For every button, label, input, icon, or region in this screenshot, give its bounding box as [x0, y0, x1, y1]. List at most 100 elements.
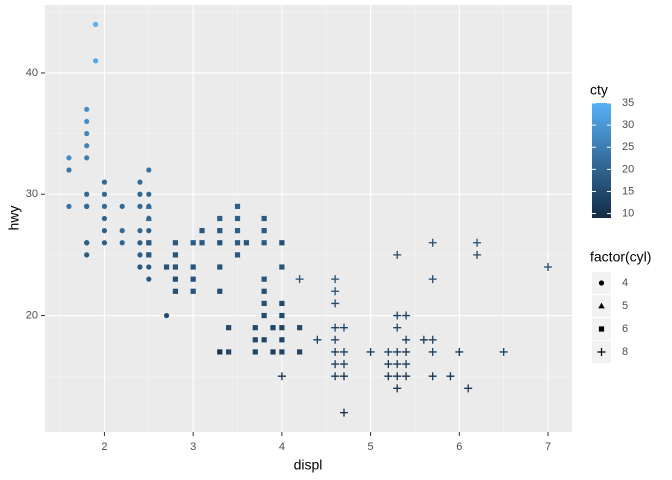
point	[234, 252, 241, 258]
point	[261, 288, 267, 294]
point	[393, 360, 402, 369]
point	[384, 372, 393, 381]
panel	[45, 5, 572, 432]
point	[172, 264, 179, 270]
point	[234, 215, 241, 222]
point	[393, 323, 402, 332]
point	[92, 21, 99, 28]
point	[101, 179, 108, 185]
point	[339, 347, 348, 356]
point	[428, 372, 437, 381]
x-tick-label: 2	[101, 441, 107, 453]
y-tick-label: 20	[26, 309, 38, 321]
point	[226, 325, 232, 331]
point	[261, 300, 267, 307]
point	[393, 384, 402, 393]
point	[261, 312, 267, 319]
point	[119, 240, 125, 246]
x-tick-label: 6	[456, 441, 462, 453]
point	[393, 250, 402, 259]
point	[172, 288, 179, 294]
legend-symbol	[598, 326, 605, 332]
x-tick-label: 3	[190, 441, 196, 453]
point	[172, 240, 179, 246]
point	[243, 240, 249, 246]
point	[331, 372, 340, 381]
point	[84, 155, 90, 161]
point	[163, 312, 170, 319]
point	[146, 240, 152, 246]
point	[270, 325, 276, 331]
x-tick-label: 4	[279, 441, 285, 453]
y-axis-title: hwy	[6, 206, 22, 231]
point	[101, 215, 108, 222]
point	[146, 276, 152, 282]
point	[234, 240, 241, 246]
point	[339, 323, 348, 332]
point	[455, 347, 464, 356]
point	[331, 299, 340, 308]
point	[146, 167, 152, 173]
point	[101, 228, 108, 234]
legend-label: 30	[622, 119, 634, 131]
legend-label: 10	[622, 207, 634, 219]
point	[84, 143, 90, 149]
point	[145, 215, 153, 221]
point	[137, 240, 143, 246]
point	[419, 335, 428, 344]
point	[92, 58, 99, 64]
point	[297, 325, 303, 331]
point	[261, 228, 267, 234]
point	[279, 300, 285, 307]
x-axis-title: displ	[294, 457, 323, 473]
point	[402, 360, 411, 369]
x-tick-label: 5	[368, 441, 374, 453]
point	[172, 252, 179, 258]
legend-label: 5	[622, 300, 628, 312]
point	[384, 347, 393, 356]
legend-symbol	[598, 302, 605, 309]
point	[446, 372, 455, 381]
point	[261, 215, 267, 222]
point	[279, 325, 285, 331]
point	[163, 264, 170, 270]
point	[339, 408, 348, 417]
point	[101, 191, 108, 197]
point	[279, 349, 285, 355]
point	[313, 335, 322, 344]
point	[428, 275, 437, 284]
point	[331, 275, 340, 284]
legend-label: 6	[622, 323, 628, 335]
point	[84, 106, 90, 112]
point	[199, 228, 205, 234]
point	[393, 347, 402, 356]
legend-title: cty	[590, 82, 608, 98]
point	[261, 337, 267, 343]
colorbar	[592, 103, 611, 218]
point	[499, 347, 508, 356]
point	[339, 360, 348, 369]
legend-label: 15	[622, 185, 634, 197]
point	[119, 203, 125, 209]
point	[428, 238, 437, 247]
point	[384, 360, 393, 369]
legend-label: 25	[622, 141, 634, 153]
point	[119, 228, 125, 234]
point	[84, 118, 90, 125]
point	[544, 263, 553, 272]
legend-label: 35	[622, 97, 634, 109]
point	[101, 240, 108, 246]
point	[234, 203, 241, 209]
point	[279, 312, 285, 319]
point	[366, 347, 375, 356]
point	[217, 264, 223, 270]
point	[217, 349, 223, 355]
point	[66, 155, 72, 161]
point	[84, 203, 90, 209]
legend-symbol	[597, 348, 606, 356]
point	[279, 264, 285, 270]
point	[428, 347, 437, 356]
point	[428, 335, 437, 344]
point	[473, 238, 482, 247]
